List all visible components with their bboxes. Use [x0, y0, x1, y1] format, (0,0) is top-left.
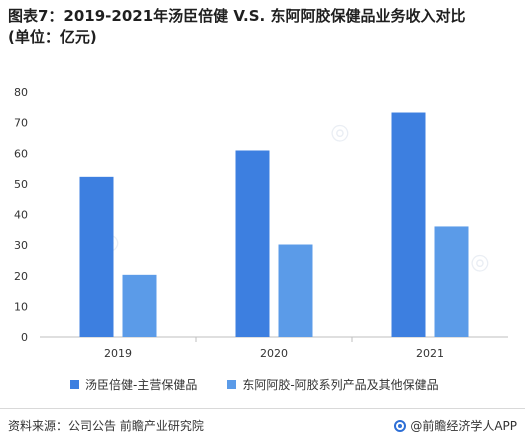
y-tick-label-7: 70 [14, 117, 28, 130]
legend-swatch-tomson [70, 379, 79, 389]
legend-item-dongeejiao: 东阿阿胶-阿胶系列产品及其他保健品 [227, 375, 439, 393]
bar-series-1-2021 [434, 226, 469, 337]
y-tick-label-2: 20 [14, 270, 28, 283]
y-tick-label-0: 0 [21, 331, 28, 344]
y-tick-label-3: 30 [14, 239, 28, 252]
bar-series-0-2020 [235, 150, 270, 337]
y-tick-label-1: 10 [14, 300, 28, 313]
bar-series-1-2019 [122, 274, 157, 337]
legend-swatch-dongeejiao [227, 379, 237, 389]
y-tick-label-4: 40 [14, 209, 28, 222]
chart-unit-subtitle: (单位：亿元) [8, 28, 97, 46]
bar-series-0-2021 [391, 112, 426, 337]
chart-title: 图表7：2019-2021年汤臣倍健 V.S. 东阿阿胶保健品业务收入对比 [8, 7, 466, 25]
x-tick-label-2020: 2020 [260, 347, 288, 360]
chart-legend: 汤臣倍健-主营保健品 东阿阿胶-阿胶系列产品及其他保健品 [70, 375, 510, 393]
footer-brand: @前瞻经济学人APP [394, 417, 517, 434]
legend-label-tomson: 汤臣倍健-主营保健品 [85, 377, 198, 392]
footer-source: 资料来源：公司公告 前瞻产业研究院 [8, 419, 204, 433]
footer: 资料来源：公司公告 前瞻产业研究院 @前瞻经济学人APP [0, 408, 525, 439]
legend-item-tomson: 汤臣倍健-主营保健品 [70, 375, 197, 393]
bar-series-1-2020 [278, 244, 313, 337]
bar-series-0-2019 [79, 176, 114, 337]
y-tick-label-8: 80 [14, 86, 28, 99]
x-tick-label-2021: 2021 [416, 347, 444, 360]
chart-title-block: 图表7：2019-2021年汤臣倍健 V.S. 东阿阿胶保健品业务收入对比 (单… [8, 6, 518, 48]
legend-label-dongeejiao: 东阿阿胶-阿胶系列产品及其他保健品 [242, 377, 439, 392]
brand-logo-icon [394, 419, 407, 432]
x-tick-label-2019: 2019 [104, 347, 132, 360]
footer-brand-label: @前瞻经济学人APP [410, 419, 517, 433]
bar-chart: 0 10 20 30 40 50 60 70 80 2019 2020 2021 [0, 60, 525, 405]
y-tick-label-5: 50 [14, 178, 28, 191]
bar-chart-canvas: 0 10 20 30 40 50 60 70 80 2019 2020 2021 [14, 86, 508, 360]
y-tick-label-6: 60 [14, 147, 28, 160]
